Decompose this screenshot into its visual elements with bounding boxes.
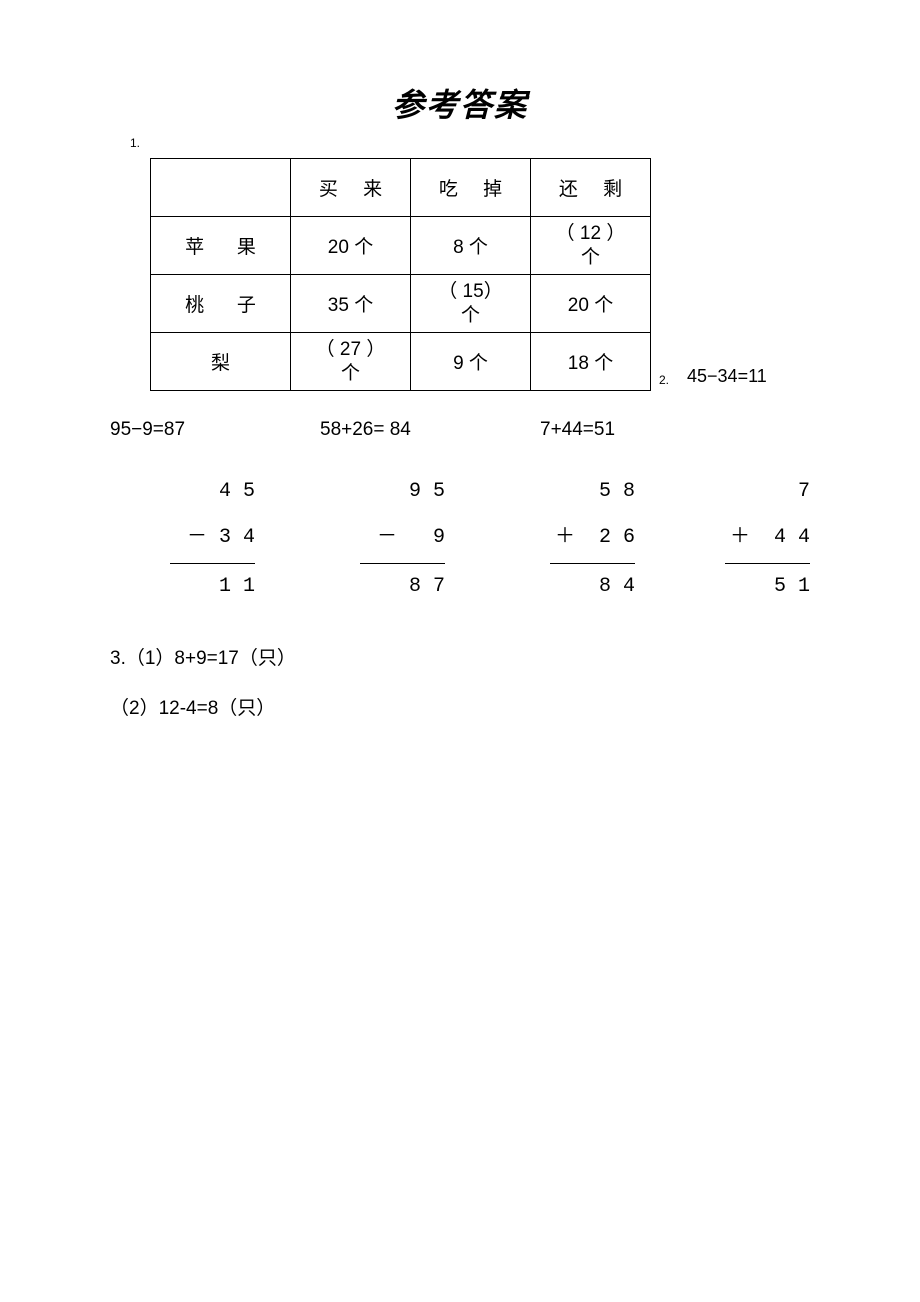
cell-line2: 个 [531, 246, 650, 270]
header-remain: 还 剩 [531, 159, 651, 217]
cell-line1: （ 15） [411, 280, 530, 304]
vertical-calc-3: 5 8 ＋ 2 6 8 4 [550, 469, 635, 610]
row-label-pear: 梨 [151, 333, 291, 391]
equation-3: 7+44=51 [540, 419, 615, 441]
header-bought: 买 来 [291, 159, 411, 217]
equation-2: 58+26= 84 [320, 419, 540, 441]
cell: 35 个 [291, 275, 411, 333]
row-label-peach: 桃 子 [151, 275, 291, 333]
cell: 8 个 [411, 217, 531, 275]
vertical-calc-1: 4 5 － 3 4 1 1 [170, 469, 255, 610]
vertical-calc-2: 9 5 － 9 8 7 [360, 469, 445, 610]
vcalc-top: 7 [725, 469, 810, 515]
vertical-calc-4: 7 ＋ 4 4 5 1 [725, 469, 810, 610]
cell-line1: （ 27 ） [291, 338, 410, 362]
question-3-line2: （2）12-4=8（只） [110, 686, 810, 732]
question-3: 3.（1）8+9=17（只） （2）12-4=8（只） [110, 636, 810, 731]
fruit-table: 买 来 吃 掉 还 剩 苹 果 20 个 8 个 （ 12 ） 个 桃 子 35… [150, 158, 651, 391]
vcalc-result: 5 1 [725, 564, 810, 610]
question-1-marker: 1. [130, 136, 810, 150]
vcalc-op: － 9 [360, 515, 445, 564]
vcalc-result: 1 1 [170, 564, 255, 610]
question-3-line1: 3.（1）8+9=17（只） [110, 636, 810, 682]
vcalc-result: 8 4 [550, 564, 635, 610]
table-header-row: 买 来 吃 掉 还 剩 [151, 159, 651, 217]
table-row: 桃 子 35 个 （ 15） 个 20 个 [151, 275, 651, 333]
row-label-apple: 苹 果 [151, 217, 291, 275]
cell: （ 27 ） 个 [291, 333, 411, 391]
horizontal-equations: 95−9=87 58+26= 84 7+44=51 [110, 419, 810, 441]
cell-line2: 个 [291, 362, 410, 386]
cell-line1: （ 12 ） [531, 222, 650, 246]
cell: 20 个 [291, 217, 411, 275]
cell: （ 12 ） 个 [531, 217, 651, 275]
cell-line2: 个 [411, 304, 530, 328]
cell: 18 个 [531, 333, 651, 391]
vcalc-result: 8 7 [360, 564, 445, 610]
table-row: 苹 果 20 个 8 个 （ 12 ） 个 [151, 217, 651, 275]
question-2-marker: 2. [659, 373, 669, 387]
vcalc-op: ＋ 2 6 [550, 515, 635, 564]
vcalc-op: ＋ 4 4 [725, 515, 810, 564]
question-2-eq: 45−34=11 [687, 366, 767, 386]
vcalc-top: 5 8 [550, 469, 635, 515]
vcalc-top: 4 5 [170, 469, 255, 515]
cell: 9 个 [411, 333, 531, 391]
cell: 20 个 [531, 275, 651, 333]
vcalc-top: 9 5 [360, 469, 445, 515]
table-wrap: 买 来 吃 掉 还 剩 苹 果 20 个 8 个 （ 12 ） 个 桃 子 35… [110, 158, 810, 391]
table-row: 梨 （ 27 ） 个 9 个 18 个 [151, 333, 651, 391]
equation-1: 95−9=87 [110, 419, 320, 441]
page-title: 参考答案 [110, 80, 810, 126]
header-eaten: 吃 掉 [411, 159, 531, 217]
header-blank [151, 159, 291, 217]
vcalc-op: － 3 4 [170, 515, 255, 564]
question-2: 2. 45−34=11 [659, 366, 767, 391]
vertical-calculations: 4 5 － 3 4 1 1 9 5 － 9 8 7 5 8 ＋ 2 6 8 4 … [110, 469, 810, 610]
cell: （ 15） 个 [411, 275, 531, 333]
